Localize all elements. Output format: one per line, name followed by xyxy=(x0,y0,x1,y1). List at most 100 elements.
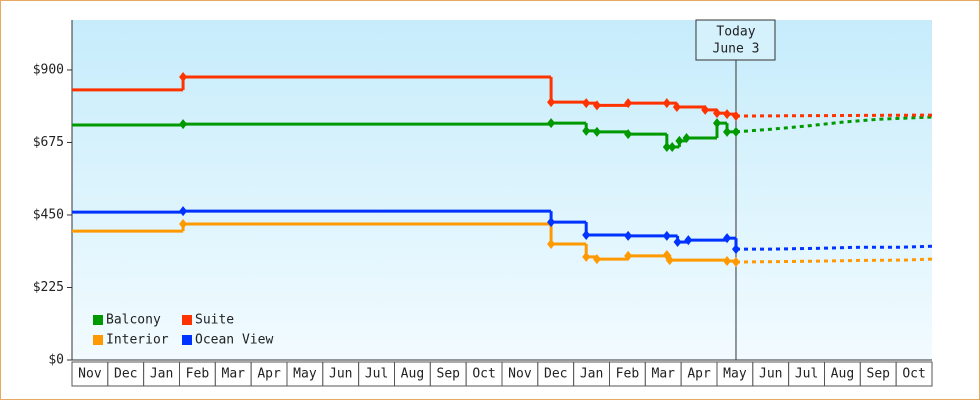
x-tick-cell xyxy=(322,361,360,387)
price-marker xyxy=(723,126,732,137)
series xyxy=(72,219,933,268)
price-marker xyxy=(713,118,721,129)
price-marker xyxy=(675,135,684,146)
x-tick-cell xyxy=(501,361,539,387)
price-marker xyxy=(662,230,671,241)
x-tick-cell xyxy=(107,361,145,387)
price-marker xyxy=(179,119,188,130)
series xyxy=(72,72,933,122)
x-tick-cell xyxy=(895,361,933,387)
price-marker xyxy=(582,251,591,262)
x-tick-label: Jun xyxy=(329,367,352,382)
x-tick-cell xyxy=(609,361,646,387)
y-tick-label: $900 xyxy=(33,62,64,77)
price-marker xyxy=(592,126,601,137)
y-tick-label: $0 xyxy=(48,353,64,368)
y-tick-label: $675 xyxy=(33,135,64,150)
x-tick-cell xyxy=(788,361,826,387)
series xyxy=(72,115,933,152)
x-tick-label: Nov xyxy=(78,367,102,382)
x-tick-cell xyxy=(143,361,181,387)
x-tick-label: Oct xyxy=(902,367,925,382)
x-tick-label: Sep xyxy=(867,367,891,382)
x-tick-label: Apr xyxy=(687,367,711,382)
price-marker xyxy=(179,219,188,229)
x-tick-cell xyxy=(394,361,431,387)
x-tick-label: Feb xyxy=(616,367,640,382)
price-marker xyxy=(582,125,591,136)
x-tick-label: Oct xyxy=(472,367,495,382)
y-tick-label: $225 xyxy=(33,280,64,295)
x-tick-label: Sep xyxy=(437,367,461,382)
x-tick-label: Apr xyxy=(257,367,281,382)
price-marker xyxy=(668,141,677,152)
plot-area xyxy=(72,20,932,360)
forecast-line xyxy=(735,113,933,118)
today-label: Today xyxy=(716,25,755,40)
x-tick-label: Nov xyxy=(508,367,532,382)
x-tick-cell xyxy=(752,361,790,387)
price-marker xyxy=(731,111,740,122)
price-marker xyxy=(179,206,188,217)
x-tick-label: Jan xyxy=(150,367,173,382)
price-marker xyxy=(682,132,691,143)
price-marker xyxy=(673,237,682,248)
x-tick-cell xyxy=(179,361,216,387)
series xyxy=(72,206,933,255)
x-tick-label: Aug xyxy=(401,367,424,382)
price-marker xyxy=(662,141,671,152)
x-tick-label: Jul xyxy=(795,367,818,382)
legend-swatch xyxy=(93,315,103,325)
price-marker xyxy=(672,102,681,113)
x-tick-label: Feb xyxy=(186,367,210,382)
price-marker xyxy=(731,126,740,137)
legend-label: Suite xyxy=(195,313,234,328)
forecast-line xyxy=(735,244,933,251)
price-marker xyxy=(582,98,591,109)
price-marker xyxy=(624,98,633,109)
price-marker xyxy=(582,229,591,240)
price-marker xyxy=(723,256,732,267)
price-marker xyxy=(179,72,188,83)
x-tick-cell xyxy=(71,361,109,387)
price-marker xyxy=(547,118,556,129)
x-tick-label: May xyxy=(293,367,317,382)
today-box xyxy=(695,19,776,61)
y-tick-label: $450 xyxy=(33,207,64,222)
legend-label: Balcony xyxy=(106,313,161,328)
x-tick-label: May xyxy=(723,367,747,382)
x-tick-label: Mar xyxy=(652,367,676,382)
price-marker xyxy=(713,108,721,119)
price-marker xyxy=(624,230,633,241)
x-tick-cell xyxy=(680,361,718,387)
today-label: June 3 xyxy=(713,42,760,57)
x-tick-label: Aug xyxy=(831,367,854,382)
price-marker xyxy=(723,233,732,244)
forecast-line xyxy=(735,257,933,264)
price-marker xyxy=(592,100,601,111)
x-tick-label: Jun xyxy=(759,367,782,382)
price-marker xyxy=(624,250,633,261)
legend-swatch xyxy=(93,335,103,345)
price-marker xyxy=(665,255,674,266)
price-marker xyxy=(731,244,740,255)
legend-label: Interior xyxy=(106,333,169,348)
legend-swatch xyxy=(182,315,192,325)
legend-label: Ocean View xyxy=(195,333,273,348)
x-tick-label: Dec xyxy=(114,367,137,382)
x-tick-cell xyxy=(465,361,503,387)
x-tick-cell xyxy=(573,361,611,387)
x-tick-cell xyxy=(824,361,861,387)
price-marker xyxy=(684,235,693,246)
price-marker xyxy=(592,254,601,265)
price-marker xyxy=(701,104,710,115)
price-marker xyxy=(547,97,556,108)
x-tick-label: Dec xyxy=(544,367,567,382)
forecast-line xyxy=(735,115,933,134)
legend-swatch xyxy=(182,335,192,345)
x-tick-cell xyxy=(859,361,897,387)
x-tick-label: Jul xyxy=(365,367,388,382)
price-marker xyxy=(547,238,556,249)
price-marker xyxy=(731,257,740,268)
